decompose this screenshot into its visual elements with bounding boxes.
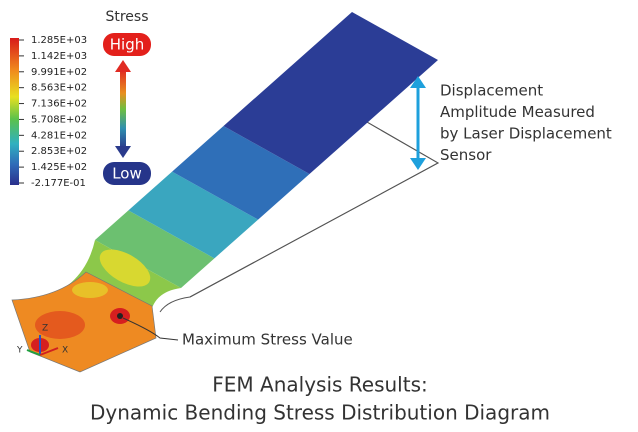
max-stress-label: Maximum Stress Value: [182, 331, 353, 349]
displacement-label: by Laser Displacement: [440, 125, 612, 143]
caption: FEM Analysis Results:: [212, 373, 427, 397]
legend-value: 9.991E+02: [31, 67, 87, 78]
legend-value: 4.281E+02: [31, 130, 87, 141]
x-label: X: [62, 346, 68, 356]
low-label: Low: [112, 165, 142, 183]
legend: 1.285E+03 1.142E+03 9.991E+02 8.563E+02 7.13…: [19, 35, 87, 189]
arrow-head: [115, 146, 131, 158]
legend-value: 1.142E+03: [31, 51, 87, 62]
legend-value: 1.285E+03: [31, 35, 87, 46]
y-label: Y: [16, 346, 23, 356]
legend-value: 1.425E+02: [31, 162, 87, 173]
arrow-head: [410, 158, 426, 170]
caption: Dynamic Bending Stress Distribution Diag…: [90, 401, 550, 425]
legend-value: 8.563E+02: [31, 83, 87, 94]
displacement-annotation: Displacement Amplitude Measured by Laser D…: [440, 82, 612, 165]
color-bar: [10, 38, 19, 185]
legend-value: 5.708E+02: [31, 114, 87, 125]
legend-title: Stress: [105, 9, 148, 25]
arrow-head: [115, 60, 131, 72]
displacement-label: Amplitude Measured: [440, 103, 595, 121]
max-stress-point: [117, 313, 123, 319]
diagram: 1.285E+03 1.142E+03 9.991E+02 8.563E+02 7.13…: [0, 0, 638, 432]
z-label: Z: [42, 324, 48, 334]
legend-value: 2.853E+02: [31, 146, 87, 157]
legend-value: -2.177E-01: [31, 178, 86, 189]
displacement-label: Sensor: [440, 146, 492, 164]
displacement-label: Displacement: [440, 82, 543, 100]
stress-zone: [72, 282, 108, 298]
high-label: High: [110, 36, 144, 54]
stress-arrow: [120, 70, 126, 148]
legend-value: 7.136E+02: [31, 99, 87, 110]
